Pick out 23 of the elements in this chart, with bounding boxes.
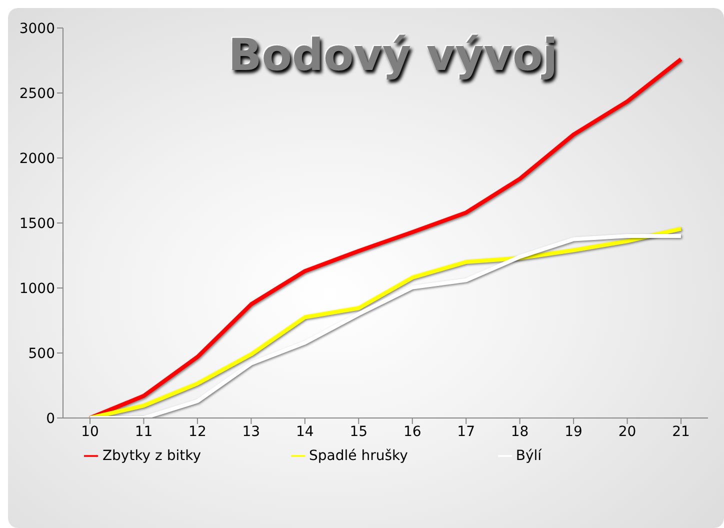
y-tick-label: 500 (28, 346, 55, 362)
x-tick-label: 15 (350, 424, 368, 440)
x-tick-label: 19 (564, 424, 582, 440)
x-tick-label: 10 (81, 424, 99, 440)
x-tick-label: 17 (457, 424, 476, 440)
y-tick-label: 2500 (19, 86, 55, 102)
y-tick-label: 2000 (19, 150, 55, 167)
legend-label: Býlí (516, 448, 542, 464)
y-tick-label: 1000 (19, 280, 55, 297)
x-tick-label: 20 (618, 424, 636, 440)
x-tick-label: 18 (510, 424, 529, 440)
y-tick-label: 3000 (19, 20, 55, 37)
x-tick-label: 13 (242, 424, 260, 440)
legend-label: Spadlé hrušky (309, 448, 408, 464)
x-tick-label: 12 (188, 424, 206, 440)
x-tick-label: 16 (403, 424, 422, 440)
x-tick-label: 21 (672, 424, 690, 440)
y-tick-label: 0 (46, 410, 55, 427)
x-tick-label: 14 (296, 424, 314, 440)
x-tick-label: 11 (134, 424, 153, 440)
legend-label: Zbytky z bitky (102, 448, 201, 464)
chart-title: Bodový vývoj (228, 30, 558, 81)
y-tick-label: 1500 (19, 216, 55, 232)
